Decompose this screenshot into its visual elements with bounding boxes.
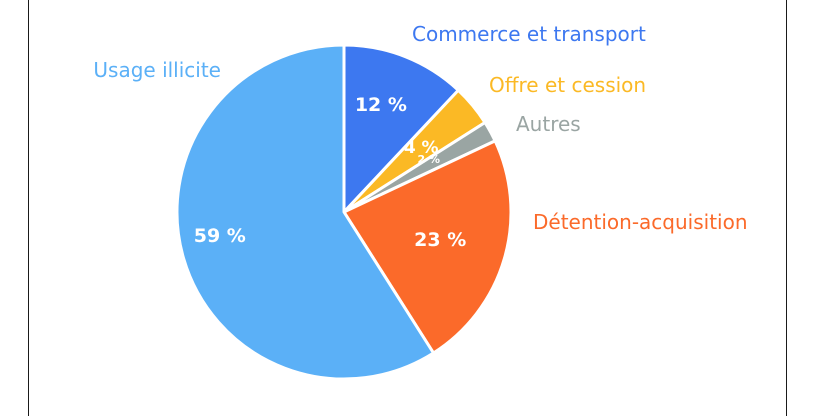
pie-percent-label: 12 % [355,94,407,116]
pie-slices [175,43,513,381]
pie-percent-label: 59 % [194,225,246,247]
pie-category-label: Commerce et transport [412,22,646,46]
pie-percent-label: 2 % [418,153,441,166]
pie-category-label: Offre et cession [489,73,646,97]
pie-slice-commerce-et-transport [342,43,460,214]
pie-category-labels: Commerce et transport Offre et cession Aut… [93,22,747,234]
chart-frame [28,0,787,416]
pie-percent-labels: 12 % 4 %2 % 23 % 59 % [194,94,467,251]
pie-chart: 12 % 4 %2 % 23 % 59 % Commerce et transport… [93,22,748,381]
pie-category-label: Détention-acquisition [533,210,748,234]
pie-percent-label: 4 % [404,138,439,158]
pie-slice-usage-illicite [175,43,435,381]
pie-slice-d-tention-acquisition [342,139,513,355]
pie-category-label: Autres [516,112,581,136]
pie-category-label: Usage illicite [93,58,221,82]
pie-percent-label: 23 % [414,229,466,251]
